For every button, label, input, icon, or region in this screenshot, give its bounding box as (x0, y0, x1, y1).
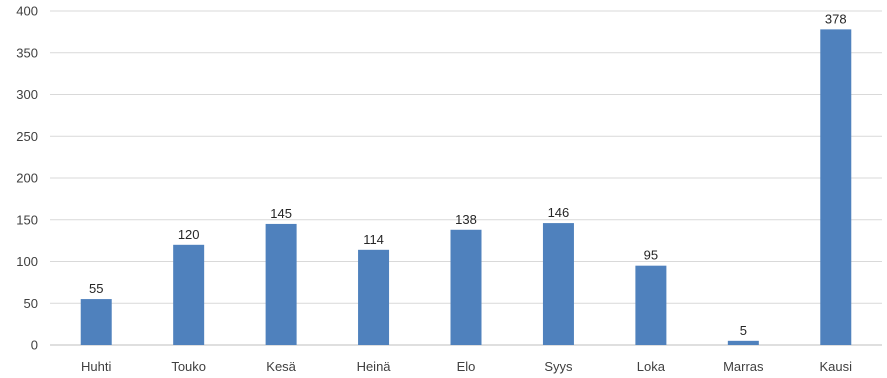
bar (265, 223, 297, 345)
bar (542, 223, 574, 345)
y-axis-tick-labels: 0 50 100 150 200 250 300 350 400 (16, 4, 38, 353)
x-tick-label: Marras (723, 359, 764, 374)
x-tick-label: Kausi (820, 359, 853, 374)
data-label: 120 (178, 227, 200, 242)
bar (80, 299, 112, 345)
x-tick-label: Syys (544, 359, 573, 374)
y-tick-label: 50 (24, 296, 38, 311)
x-tick-label: Touko (171, 359, 206, 374)
y-tick-label: 300 (16, 87, 38, 102)
x-tick-label: Kesä (266, 359, 296, 374)
data-label: 95 (644, 248, 658, 263)
bar (727, 340, 759, 345)
bar (820, 29, 852, 346)
x-tick-label: Huhti (81, 359, 111, 374)
x-tick-label: Loka (637, 359, 666, 374)
x-axis-category-labels: Huhti Touko Kesä Heinä Elo Syys Loka Marras Kaus… (81, 359, 852, 374)
data-label: 5 (740, 323, 747, 338)
data-label: 378 (825, 11, 847, 26)
bar (358, 249, 390, 345)
bars (80, 29, 852, 346)
bar (635, 265, 667, 345)
y-tick-label: 200 (16, 171, 38, 186)
y-tick-label: 250 (16, 129, 38, 144)
x-tick-label: Elo (457, 359, 476, 374)
data-label: 55 (89, 281, 103, 296)
data-label: 145 (270, 206, 292, 221)
y-tick-label: 100 (16, 254, 38, 269)
data-labels: 55 120 145 114 138 146 95 5 378 (89, 11, 847, 337)
y-tick-label: 0 (31, 338, 38, 353)
y-tick-label: 350 (16, 45, 38, 60)
data-label: 114 (363, 232, 384, 247)
y-tick-label: 150 (16, 212, 38, 227)
data-label: 146 (548, 205, 570, 220)
x-tick-label: Heinä (357, 359, 392, 374)
bar (173, 244, 205, 345)
y-tick-label: 400 (16, 4, 38, 19)
bar (450, 229, 482, 345)
data-label: 138 (455, 212, 477, 227)
